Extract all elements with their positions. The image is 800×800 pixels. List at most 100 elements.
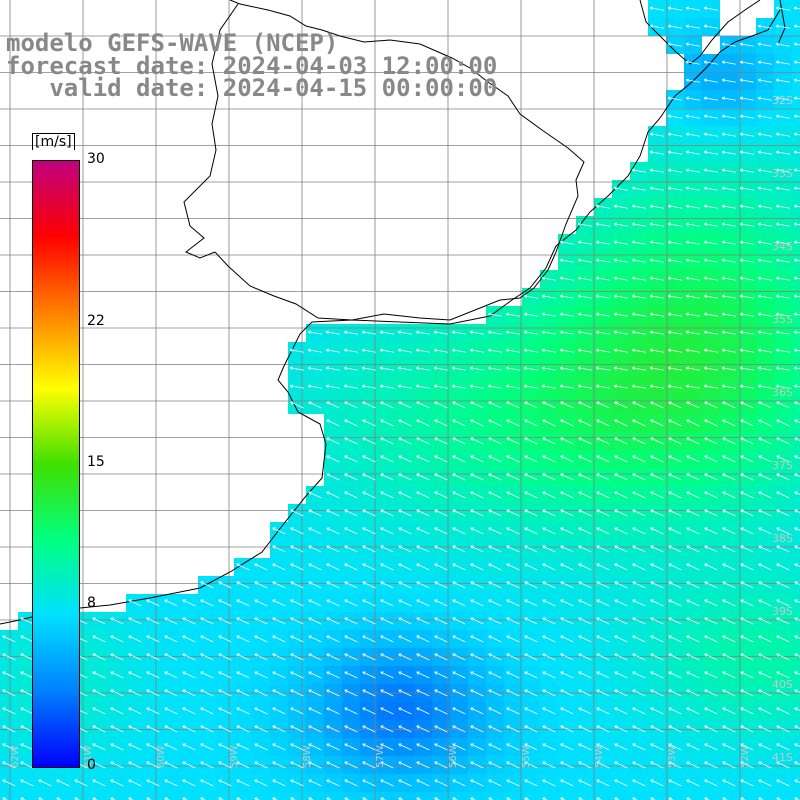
wind-arrow — [236, 581, 250, 589]
wind-arrow — [416, 797, 422, 800]
wind-arrow — [703, 60, 718, 65]
wind-arrow — [524, 437, 538, 445]
wind-arrow — [362, 689, 376, 697]
wind-arrow — [703, 186, 718, 191]
wind-arrow — [686, 635, 700, 643]
wind-arrow — [776, 437, 790, 445]
wind-arrow — [649, 150, 664, 155]
wind-arrow — [578, 563, 592, 571]
wind-arrow — [794, 545, 800, 549]
wind-arrow — [614, 635, 628, 643]
wind-arrow — [703, 150, 718, 155]
wind-arrow — [397, 348, 412, 353]
wind-arrow — [722, 527, 736, 535]
wind-arrow — [614, 545, 628, 553]
wind-arrow — [487, 348, 502, 353]
field-cell — [774, 792, 792, 800]
wind-arrow — [686, 527, 700, 535]
wind-arrow — [776, 707, 790, 715]
field-cell — [432, 792, 450, 800]
wind-arrow — [398, 635, 412, 643]
wind-arrow — [326, 689, 340, 697]
wind-arrow — [218, 653, 232, 661]
lon-label: 58W — [302, 745, 313, 768]
wind-arrow — [578, 581, 592, 589]
wind-arrow — [182, 599, 196, 607]
lon-label: 62W — [10, 745, 21, 768]
wind-arrow — [721, 294, 736, 299]
wind-arrow — [703, 276, 718, 281]
wind-arrow — [740, 653, 754, 661]
wind-arrow — [686, 581, 700, 589]
wind-arrow — [613, 276, 628, 281]
wind-arrow — [722, 635, 736, 643]
lon-label: 61W — [83, 745, 94, 768]
wind-arrow — [596, 419, 610, 427]
colorbar-tick-label: 15 — [87, 454, 105, 470]
wind-arrow — [398, 545, 412, 553]
wind-arrow — [686, 509, 700, 517]
wind-arrow — [434, 671, 448, 679]
wind-arrow — [434, 581, 448, 589]
wind-arrow — [344, 779, 358, 787]
wind-arrow — [757, 222, 772, 227]
wind-arrow — [776, 473, 790, 481]
field-cell — [252, 792, 270, 800]
wind-arrow — [218, 725, 232, 733]
wind-arrow — [721, 312, 736, 317]
wind-arrow — [578, 473, 592, 481]
wind-arrow — [434, 563, 448, 571]
wind-arrow — [362, 599, 376, 607]
wind-arrow — [182, 653, 196, 661]
wind-arrow — [757, 330, 772, 335]
wind-arrow — [524, 527, 538, 535]
wind-arrow — [272, 779, 286, 787]
wind-arrow — [577, 276, 592, 281]
wind-arrow — [649, 168, 664, 173]
wind-arrow — [20, 635, 34, 643]
field-cell — [792, 486, 800, 504]
wind-arrow — [740, 707, 754, 715]
field-cell — [792, 594, 800, 612]
wind-arrow — [794, 707, 800, 711]
wind-arrow — [20, 617, 34, 625]
wind-arrow — [20, 653, 34, 661]
wind-arrow — [793, 132, 800, 136]
wind-arrow — [739, 204, 754, 209]
wind-arrow — [560, 455, 574, 463]
wind-arrow — [704, 401, 718, 409]
wind-arrow — [110, 779, 124, 787]
wind-arrow — [794, 491, 800, 495]
wind-arrow — [200, 761, 214, 769]
wind-arrow — [290, 509, 304, 517]
wind-arrow — [649, 294, 664, 299]
wind-arrow — [182, 617, 196, 625]
wind-arrow — [488, 563, 502, 571]
wind-arrow — [506, 563, 520, 571]
wind-arrow — [343, 330, 358, 335]
wind-arrow — [758, 707, 772, 715]
wind-arrow — [308, 743, 322, 751]
wind-arrow — [794, 401, 800, 405]
wind-arrow — [254, 671, 268, 679]
wind-arrow — [398, 707, 412, 715]
wind-arrow — [686, 401, 700, 409]
wind-arrow — [596, 527, 610, 535]
wind-arrow — [20, 797, 26, 800]
wind-arrow — [523, 330, 538, 335]
wind-arrow — [758, 581, 772, 589]
wind-arrow — [110, 743, 124, 751]
wind-arrow — [488, 635, 502, 643]
wind-arrow — [686, 599, 700, 607]
field-cell — [450, 792, 468, 800]
wind-arrow — [344, 527, 358, 535]
wind-arrow — [20, 689, 34, 697]
wind-arrow — [613, 348, 628, 353]
wind-arrow — [470, 617, 484, 625]
wind-arrow — [254, 707, 268, 715]
wind-arrow — [506, 545, 520, 553]
wind-arrow — [398, 743, 412, 751]
wind-arrow — [577, 312, 592, 317]
wind-arrow — [92, 653, 106, 661]
wind-arrow — [524, 491, 538, 499]
